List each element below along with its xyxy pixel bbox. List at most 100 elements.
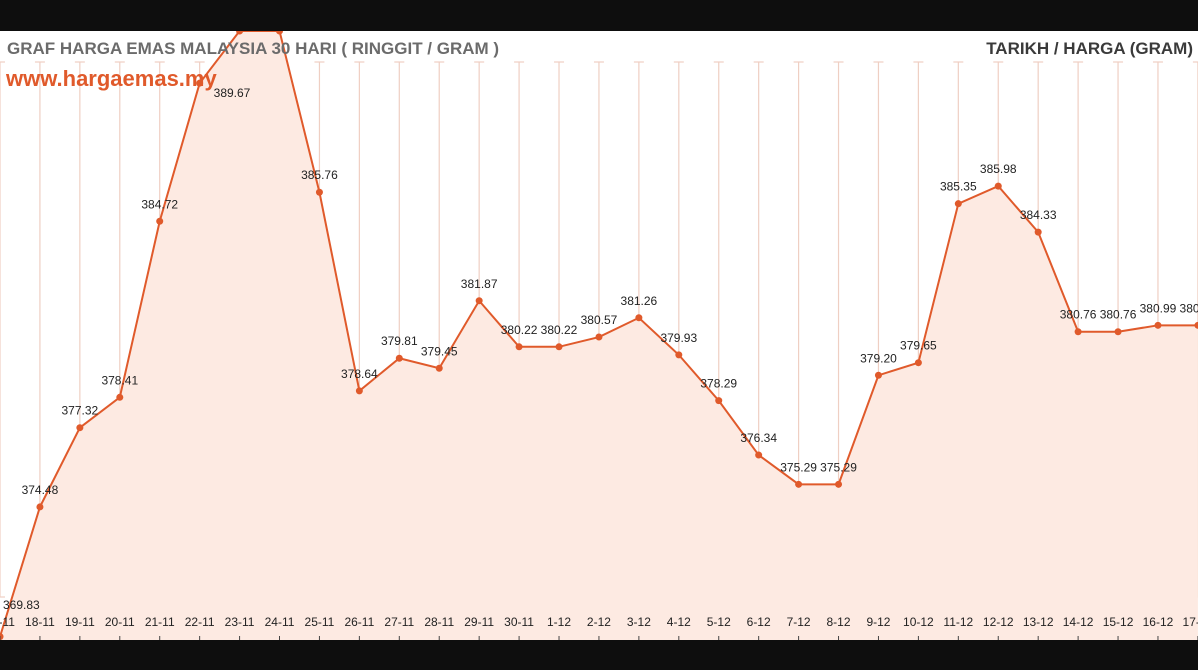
x-tick-label: 6-12 [747, 615, 771, 629]
data-point [755, 451, 763, 459]
data-point [315, 188, 323, 196]
data-label: 380.57 [581, 313, 618, 327]
x-tick-label: 15-12 [1103, 615, 1134, 629]
data-point [595, 333, 603, 341]
data-labels: 369.83 374.48 377.32 378.41 384.72 389.67 385.… [3, 86, 1198, 612]
data-point [1074, 328, 1082, 336]
chart-title: GRAF HARGA EMAS MALAYSIA 30 HARI ( RINGG… [7, 39, 499, 58]
x-tick-label: 18-11 [25, 615, 55, 629]
data-label: 379.93 [660, 331, 697, 345]
x-tick-label: 17-11 [0, 615, 15, 629]
data-point [0, 633, 4, 641]
x-tick-label: 28-11 [424, 615, 454, 629]
data-point [835, 480, 843, 488]
data-label: 378.41 [101, 373, 138, 387]
data-point [36, 503, 44, 511]
brand-watermark: www.hargaemas.my [5, 66, 217, 91]
x-tick-label: 3-12 [627, 615, 651, 629]
x-tick-label: 5-12 [707, 615, 731, 629]
data-point [1034, 228, 1042, 236]
x-tick-label: 24-11 [265, 615, 295, 629]
x-tick-label: 30-11 [504, 615, 534, 629]
data-point [475, 297, 483, 305]
data-point [515, 343, 523, 351]
x-tick-label: 1-12 [547, 615, 571, 629]
data-point [355, 387, 363, 395]
data-label: 380.99 [1180, 301, 1198, 315]
data-point [116, 393, 124, 401]
x-tick-label: 11-12 [943, 615, 973, 629]
data-point [914, 359, 922, 367]
price-series [0, 27, 1198, 641]
data-label: 380.76 [1100, 308, 1137, 322]
data-point [156, 217, 164, 225]
data-point [994, 182, 1002, 190]
data-label: 381.26 [621, 294, 658, 308]
x-tick-label: 19-11 [65, 615, 95, 629]
data-point [874, 371, 882, 379]
data-point [196, 79, 204, 87]
area [0, 31, 1198, 640]
x-tick-label: 10-12 [903, 615, 934, 629]
data-label: 375.29 [780, 460, 817, 474]
data-label: 377.32 [62, 404, 99, 418]
data-label: 374.48 [22, 483, 59, 497]
data-label: 385.76 [301, 168, 338, 182]
data-point [435, 364, 443, 372]
x-tick-label: 8-12 [827, 615, 851, 629]
data-point [954, 200, 962, 208]
x-tick-label: 23-11 [225, 615, 255, 629]
data-label: 385.98 [980, 162, 1017, 176]
data-label: 379.45 [421, 344, 458, 358]
data-point [395, 354, 403, 362]
data-label: 389.67 [214, 86, 251, 100]
data-label: 385.35 [940, 180, 977, 194]
x-tick-label: 7-12 [787, 615, 811, 629]
data-point [635, 314, 643, 322]
data-label: 384.72 [141, 197, 178, 211]
data-label: 380.22 [541, 323, 578, 337]
data-label: 375.29 [820, 460, 857, 474]
data-label: 380.22 [501, 323, 538, 337]
x-tick-label: 21-11 [145, 615, 175, 629]
data-label: 376.34 [740, 431, 777, 445]
x-axis-ticks: 17-11 18-11 19-11 20-11 21-11 22-11 23-11 24-11… [0, 615, 1198, 640]
data-point [76, 424, 84, 432]
x-tick-label: 2-12 [587, 615, 611, 629]
data-label: 380.76 [1060, 308, 1097, 322]
data-label: 381.87 [461, 277, 498, 291]
x-tick-label: 9-12 [866, 615, 890, 629]
x-tick-label: 27-11 [384, 615, 414, 629]
data-label: 369.83 [3, 598, 40, 612]
x-tick-label: 17-12 [1183, 615, 1198, 629]
x-tick-label: 4-12 [667, 615, 691, 629]
x-tick-label: 14-12 [1063, 615, 1094, 629]
data-point [1154, 321, 1162, 329]
data-label: 379.81 [381, 334, 418, 348]
data-point [715, 397, 723, 405]
data-label: 378.29 [700, 377, 737, 391]
data-point [675, 351, 683, 359]
area-fill [0, 31, 1198, 640]
legend-title: TARIKH / HARGA (GRAM) [986, 39, 1193, 58]
data-point [555, 343, 563, 351]
x-tick-label: 22-11 [185, 615, 215, 629]
x-tick-label: 20-11 [105, 615, 135, 629]
x-tick-label: 12-12 [983, 615, 1014, 629]
data-label: 380.99 [1140, 301, 1177, 315]
x-tick-label: 13-12 [1023, 615, 1054, 629]
data-label: 384.33 [1020, 208, 1057, 222]
x-tick-label: 25-11 [305, 615, 335, 629]
top-frame [0, 0, 1198, 31]
x-tick-label: 16-12 [1143, 615, 1174, 629]
x-tick-label: 26-11 [344, 615, 374, 629]
x-tick-label: 29-11 [464, 615, 494, 629]
bottom-frame [0, 640, 1198, 670]
data-label: 379.65 [900, 339, 937, 353]
data-point [1194, 321, 1198, 329]
data-label: 379.20 [860, 351, 897, 365]
data-point [795, 480, 803, 488]
data-point [1114, 328, 1122, 336]
data-label: 378.64 [341, 367, 378, 381]
